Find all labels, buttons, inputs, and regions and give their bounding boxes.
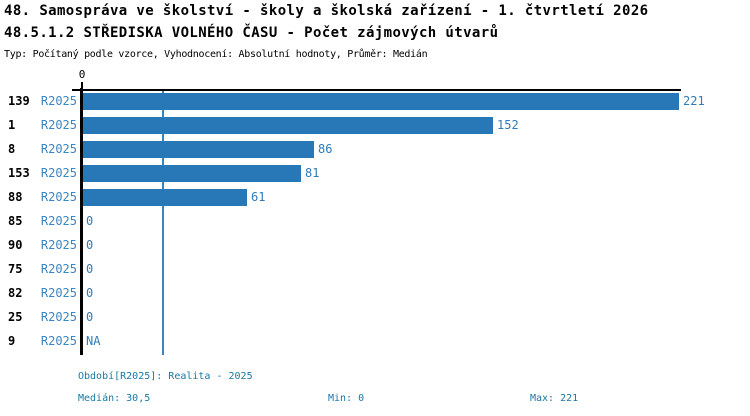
chart-row: 8 R2025 86 — [0, 141, 750, 165]
footer-median-stat: Medián: 30,5 — [78, 393, 151, 404]
category-label: 25 — [8, 310, 23, 324]
page-subtitle: 48.5.1.2 STŘEDISKA VOLNÉHO ČASU - Počet … — [4, 25, 499, 41]
page-title: 48. Samospráva ve školství - školy a ško… — [4, 3, 649, 19]
value-label: 0 — [86, 310, 94, 324]
report-meta-line: Typ: Počítaný podle vzorce, Vyhodnocení:… — [4, 49, 428, 60]
value-label: 81 — [305, 166, 320, 180]
value-label: 0 — [86, 238, 94, 252]
value-label: 86 — [318, 142, 333, 156]
series-period-label: R2025 — [40, 166, 77, 180]
chart-row: 25 R2025 0 — [0, 309, 750, 333]
category-label: 1 — [8, 118, 16, 132]
series-period-label: R2025 — [40, 94, 77, 108]
category-label: 85 — [8, 214, 23, 228]
category-label: 9 — [8, 334, 16, 348]
chart-row: 1 R2025 152 — [0, 117, 750, 141]
value-label: 0 — [86, 214, 94, 228]
value-label: 61 — [251, 190, 266, 204]
median-line — [162, 91, 164, 355]
value-label: 152 — [497, 118, 519, 132]
chart-row: 153 R2025 81 — [0, 165, 750, 189]
category-label: 82 — [8, 286, 23, 300]
chart-row: 75 R2025 0 — [0, 261, 750, 285]
chart-row: 139 R2025 221 — [0, 93, 750, 117]
chart-row: 9 R2025 NA — [0, 333, 750, 357]
chart-row: 88 R2025 61 — [0, 189, 750, 213]
chart-row: 85 R2025 0 — [0, 213, 750, 237]
value-label: 221 — [683, 94, 705, 108]
category-label: 90 — [8, 238, 23, 252]
series-period-label: R2025 — [40, 238, 77, 252]
category-label: 153 — [8, 166, 30, 180]
chart-row: 82 R2025 0 — [0, 285, 750, 309]
value-bar — [82, 141, 314, 158]
value-label: 0 — [86, 286, 94, 300]
series-period-label: R2025 — [40, 286, 77, 300]
series-period-label: R2025 — [40, 214, 77, 228]
axis-zero-tick-label: 0 — [78, 68, 86, 81]
footer-max-stat: Max: 221 — [530, 393, 579, 404]
value-label: 0 — [86, 262, 94, 276]
chart-row: 90 R2025 0 — [0, 237, 750, 261]
value-bar — [82, 165, 301, 182]
category-label: 139 — [8, 94, 30, 108]
value-bar — [82, 189, 247, 206]
footer-min-stat: Min: 0 — [328, 393, 365, 404]
value-bar — [82, 117, 493, 134]
series-period-label: R2025 — [40, 118, 77, 132]
series-period-label: R2025 — [40, 262, 77, 276]
series-period-label: R2025 — [40, 334, 77, 348]
y-axis-line — [80, 88, 83, 355]
x-axis-line — [72, 89, 681, 91]
footer-period-info: Období[R2025]: Realita - 2025 — [78, 371, 253, 382]
category-label: 8 — [8, 142, 16, 156]
value-label: NA — [86, 334, 101, 348]
series-period-label: R2025 — [40, 190, 77, 204]
series-period-label: R2025 — [40, 310, 77, 324]
category-label: 88 — [8, 190, 23, 204]
axis-zero-tick — [81, 82, 83, 91]
series-period-label: R2025 — [40, 142, 77, 156]
value-bar — [82, 93, 679, 110]
category-label: 75 — [8, 262, 23, 276]
